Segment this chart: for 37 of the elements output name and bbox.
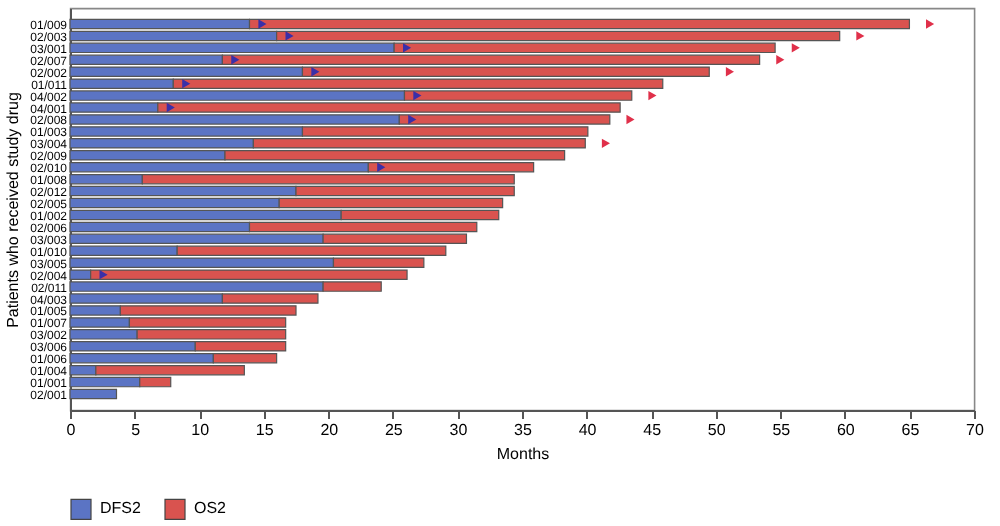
point xyxy=(231,55,240,65)
point xyxy=(856,31,865,41)
point xyxy=(408,114,417,125)
x-tick-label: 10 xyxy=(191,421,211,439)
point xyxy=(182,78,191,89)
x-tick-label: 60 xyxy=(836,421,856,439)
x-tick-label: 70 xyxy=(966,421,985,439)
x-tick-label: 0 xyxy=(66,421,77,439)
point xyxy=(413,90,422,101)
legend-label: OS2 xyxy=(194,499,228,518)
legend-label: DFS2 xyxy=(100,499,142,518)
point xyxy=(725,67,734,77)
x-axis-title: Months xyxy=(496,445,550,463)
point xyxy=(626,114,635,125)
point xyxy=(258,19,267,29)
point xyxy=(648,90,657,101)
point xyxy=(926,19,935,29)
point xyxy=(377,162,386,172)
x-tick-label: 40 xyxy=(578,421,598,439)
point xyxy=(601,138,610,149)
x-tick-label: 55 xyxy=(772,421,792,439)
point xyxy=(791,43,800,53)
x-tick-label: 25 xyxy=(384,421,404,439)
point xyxy=(166,102,175,113)
y-axis-title: Patients who received study drug xyxy=(4,92,23,328)
point xyxy=(311,67,320,77)
x-tick-label: 65 xyxy=(901,421,921,439)
x-tick-label: 50 xyxy=(707,421,727,439)
point xyxy=(285,31,294,41)
x-tick-label: 5 xyxy=(131,421,142,439)
x-tick-label: 35 xyxy=(514,421,533,439)
x-tick-label: 45 xyxy=(643,421,663,439)
x-tick-label: 30 xyxy=(449,421,469,439)
point xyxy=(403,43,412,53)
x-tick-label: 20 xyxy=(320,421,340,439)
point xyxy=(776,55,785,65)
x-tick-label: 15 xyxy=(255,421,275,439)
